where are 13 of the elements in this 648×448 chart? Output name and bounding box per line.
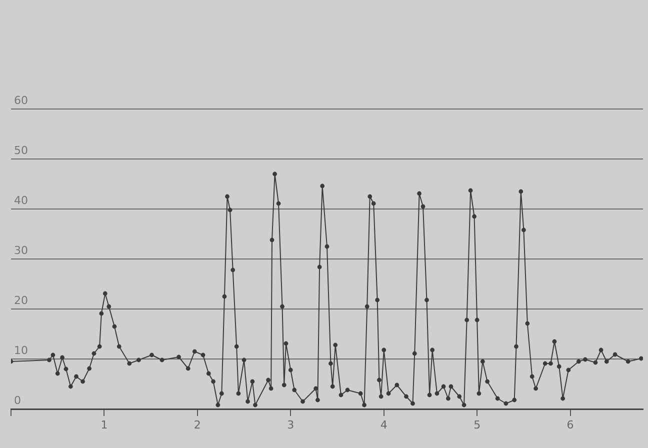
y-tick-label: 0 xyxy=(14,394,21,407)
y-tick-label: 50 xyxy=(14,144,28,157)
y-tick-label: 60 xyxy=(14,94,28,107)
x-tick-label: 4 xyxy=(380,418,388,432)
y-tick-label: 20 xyxy=(14,294,28,307)
x-tick-label: 1 xyxy=(100,418,108,432)
x-tick-label: 2 xyxy=(194,418,201,432)
x-tick-label: 6 xyxy=(566,418,574,432)
y-tick-label: 10 xyxy=(14,344,28,357)
x-tick-label: 5 xyxy=(474,418,481,432)
y-tick-label: 30 xyxy=(14,244,28,257)
y-tick-label: 40 xyxy=(14,194,28,207)
x-tick-label: 3 xyxy=(287,418,294,432)
